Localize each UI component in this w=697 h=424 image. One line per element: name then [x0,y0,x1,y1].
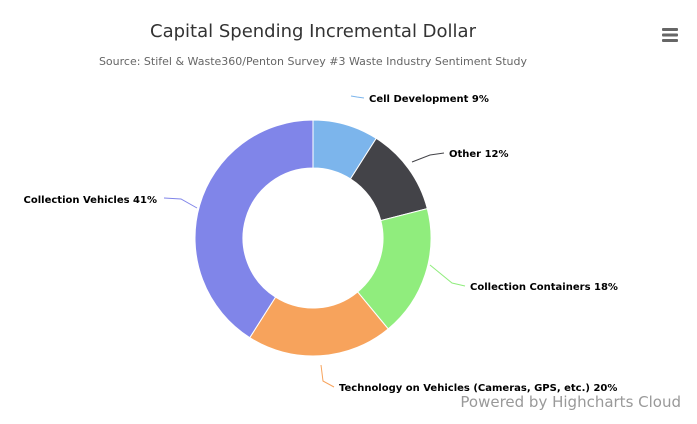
donut-slices [194,119,432,357]
data-label-connectors [163,95,466,388]
data-labels: Cell Development 9% Other 12% Collection C… [24,94,618,394]
data-label: Other 12% [449,149,509,160]
hamburger-menu-icon[interactable] [656,20,686,48]
data-label: Collection Vehicles 41% [24,195,157,206]
credits-link[interactable]: Powered by Highcharts Cloud [460,393,681,411]
chart-subtitle: Source: Stifel & Waste360/Penton Survey … [99,55,528,68]
data-label: Collection Containers 18% [470,282,618,293]
chart-title: Capital Spending Incremental Dollar [150,21,477,42]
label-connector [163,197,198,209]
data-label: Cell Development 9% [369,94,489,105]
label-connector [429,264,466,287]
label-connector [350,95,365,99]
data-label: Technology on Vehicles (Cameras, GPS, et… [339,383,617,394]
label-connector [320,364,335,388]
label-connector [411,152,445,163]
donut-slice[interactable] [194,119,314,339]
